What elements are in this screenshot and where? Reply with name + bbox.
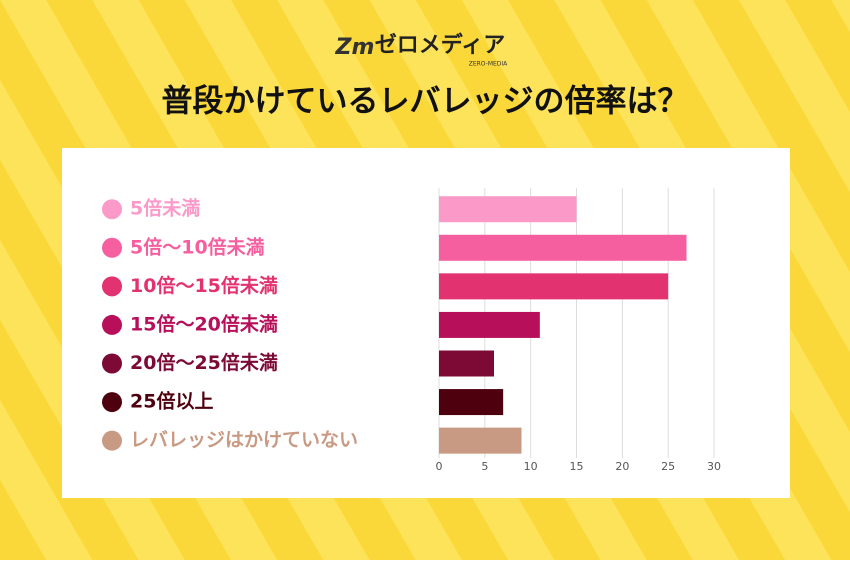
legend-dot bbox=[102, 430, 122, 451]
bar bbox=[439, 273, 669, 300]
x-tick-label: 25 bbox=[661, 460, 675, 473]
bar bbox=[439, 350, 494, 377]
bar bbox=[439, 311, 540, 338]
bar bbox=[439, 196, 577, 223]
bar bbox=[439, 427, 522, 454]
legend-dot bbox=[102, 199, 122, 220]
category-label: 5倍未満 bbox=[130, 197, 200, 220]
bar bbox=[439, 389, 504, 416]
x-tick-label: 10 bbox=[524, 460, 538, 473]
legend-dot bbox=[102, 237, 122, 258]
legend-dot bbox=[102, 392, 122, 413]
logo-sub: ZERO-MEDIA bbox=[469, 61, 508, 68]
x-tick-label: 5 bbox=[481, 460, 488, 473]
legend-dot bbox=[102, 276, 122, 297]
category-label: 5倍〜10倍未満 bbox=[130, 235, 265, 258]
category-label: レバレッジはかけていない bbox=[130, 429, 358, 451]
x-tick-label: 20 bbox=[615, 460, 629, 473]
chart-title: 普段かけているレバレッジの倍率は？ bbox=[162, 84, 689, 120]
logo-mark: Zm bbox=[335, 35, 375, 60]
legend-dot bbox=[102, 314, 122, 335]
legend-dot bbox=[102, 353, 122, 374]
x-tick-label: 0 bbox=[436, 460, 443, 473]
bar bbox=[439, 234, 687, 261]
category-label: 15倍〜20倍未満 bbox=[130, 312, 278, 335]
logo-name: ゼロメディア bbox=[375, 32, 505, 58]
category-label: 25倍以上 bbox=[130, 390, 213, 413]
category-label: 20倍〜25倍未満 bbox=[130, 351, 278, 374]
x-tick-label: 30 bbox=[707, 460, 721, 473]
x-tick-label: 15 bbox=[570, 460, 584, 473]
category-label: 10倍〜15倍未満 bbox=[130, 274, 278, 297]
